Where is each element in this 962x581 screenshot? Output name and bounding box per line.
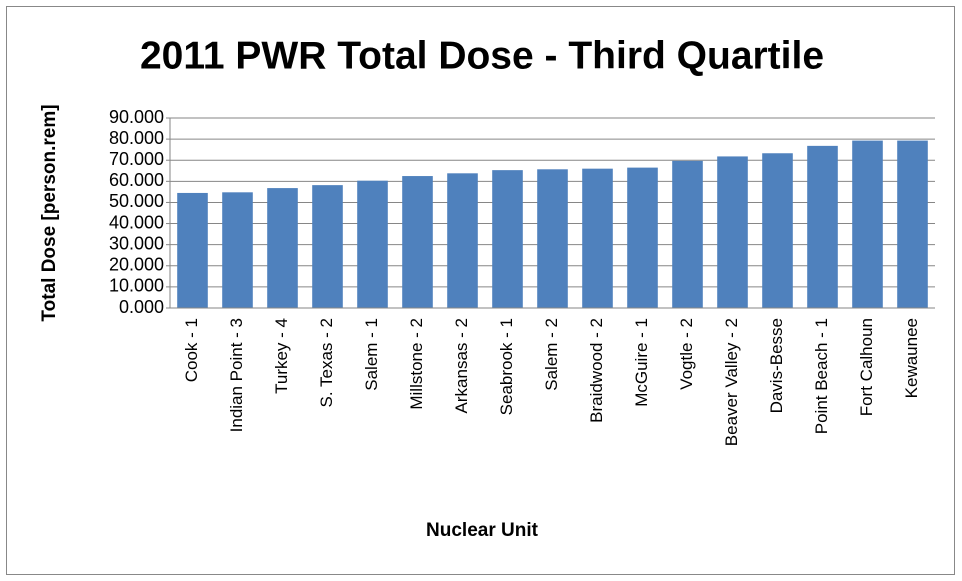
x-tick-label: Millstone - 2	[407, 318, 426, 410]
x-tick-label: Kewaunee	[902, 318, 921, 398]
bar	[717, 156, 748, 308]
x-tick-label: Arkansas - 2	[452, 318, 471, 413]
x-tick-label: Salem - 2	[542, 318, 561, 391]
y-tick-label: 30.000	[109, 233, 164, 253]
y-axis-label: Total Dose [person.rem]	[39, 104, 60, 321]
chart-title: 2011 PWR Total Dose - Third Quartile	[140, 34, 824, 77]
bar	[537, 169, 568, 308]
x-axis-label: Nuclear Unit	[426, 520, 539, 541]
bar	[492, 170, 523, 308]
bar	[762, 153, 793, 308]
bar	[807, 145, 838, 308]
bar	[897, 140, 928, 308]
y-tick-label: 10.000	[109, 276, 164, 296]
bar	[357, 180, 388, 308]
x-tick-label: Fort Calhoun	[857, 318, 876, 416]
x-tick-label: Vogtle - 2	[677, 318, 696, 390]
bar	[177, 192, 208, 308]
bar	[672, 160, 703, 308]
y-tick-label: 0.000	[119, 297, 164, 317]
bar	[447, 173, 478, 308]
x-tick-label: Braidwood - 2	[587, 318, 606, 423]
x-tick-label: Beaver Valley - 2	[722, 318, 741, 446]
bar	[582, 168, 613, 308]
x-tick-label: Salem - 1	[362, 318, 381, 391]
y-tick-label: 40.000	[109, 212, 164, 232]
y-tick-label: 20.000	[109, 255, 164, 275]
x-tick-label: Davis-Besse	[767, 318, 786, 413]
x-tick-label: Point Beach - 1	[812, 318, 831, 434]
y-tick-label: 60.000	[109, 170, 164, 190]
bar	[852, 140, 883, 308]
chart-border	[6, 6, 955, 575]
x-tick-label: Seabrook - 1	[497, 318, 516, 415]
y-tick-label: 70.000	[109, 149, 164, 169]
bar	[627, 167, 658, 308]
x-tick-label: Cook - 1	[182, 318, 201, 382]
y-tick-label: 90.000	[109, 107, 164, 127]
x-tick-label: McGuire - 1	[632, 318, 651, 407]
bar	[402, 176, 433, 308]
x-tick-label: S. Texas - 2	[317, 318, 336, 407]
bar	[312, 185, 343, 308]
bar	[267, 188, 298, 308]
y-tick-label: 50.000	[109, 191, 164, 211]
y-tick-label: 80.000	[109, 128, 164, 148]
x-tick-label: Indian Point - 3	[227, 318, 246, 432]
bar	[222, 192, 253, 308]
x-tick-label: Turkey - 4	[272, 318, 291, 394]
